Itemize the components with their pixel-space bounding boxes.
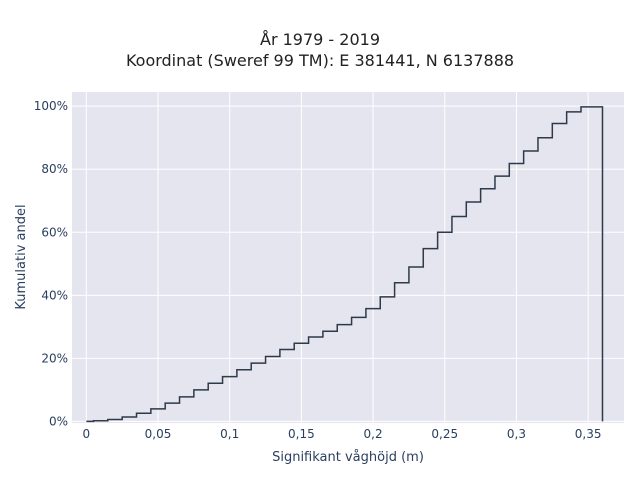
y-axis-title: Kumulativ andel bbox=[14, 204, 29, 309]
y-tick-label: 20% bbox=[41, 351, 68, 365]
series-step-line bbox=[86, 106, 604, 423]
chart-title: År 1979 - 2019 bbox=[260, 30, 380, 49]
x-tick-label: 0,2 bbox=[364, 427, 383, 441]
x-tick-label: 0,1 bbox=[220, 427, 239, 441]
x-tick-label: 0,3 bbox=[507, 427, 526, 441]
x-tick-label: 0 bbox=[83, 427, 91, 441]
x-tick-label: 0,15 bbox=[288, 427, 315, 441]
y-tick-label: 60% bbox=[41, 225, 68, 239]
x-tick-label: 0,35 bbox=[575, 427, 602, 441]
y-tick-label: 40% bbox=[41, 288, 68, 302]
y-tick-label: 100% bbox=[34, 99, 68, 113]
y-tick-label: 0% bbox=[49, 414, 68, 428]
x-axis-ticks: 0 0,05 0,1 0,15 0,2 0,25 0,3 0,35 bbox=[83, 427, 602, 441]
y-tick-label: 80% bbox=[41, 162, 68, 176]
x-tick-label: 0,25 bbox=[431, 427, 458, 441]
y-axis-ticks: 0% 20% 40% 60% 80% 100% bbox=[34, 99, 68, 428]
gridlines bbox=[72, 92, 624, 423]
plot-area bbox=[72, 92, 624, 423]
chart-subtitle: Koordinat (Sweref 99 TM): E 381441, N 61… bbox=[125, 51, 515, 70]
x-axis-title: Signifikant våghöjd (m) bbox=[272, 450, 424, 465]
x-tick-label: 0,05 bbox=[145, 427, 172, 441]
